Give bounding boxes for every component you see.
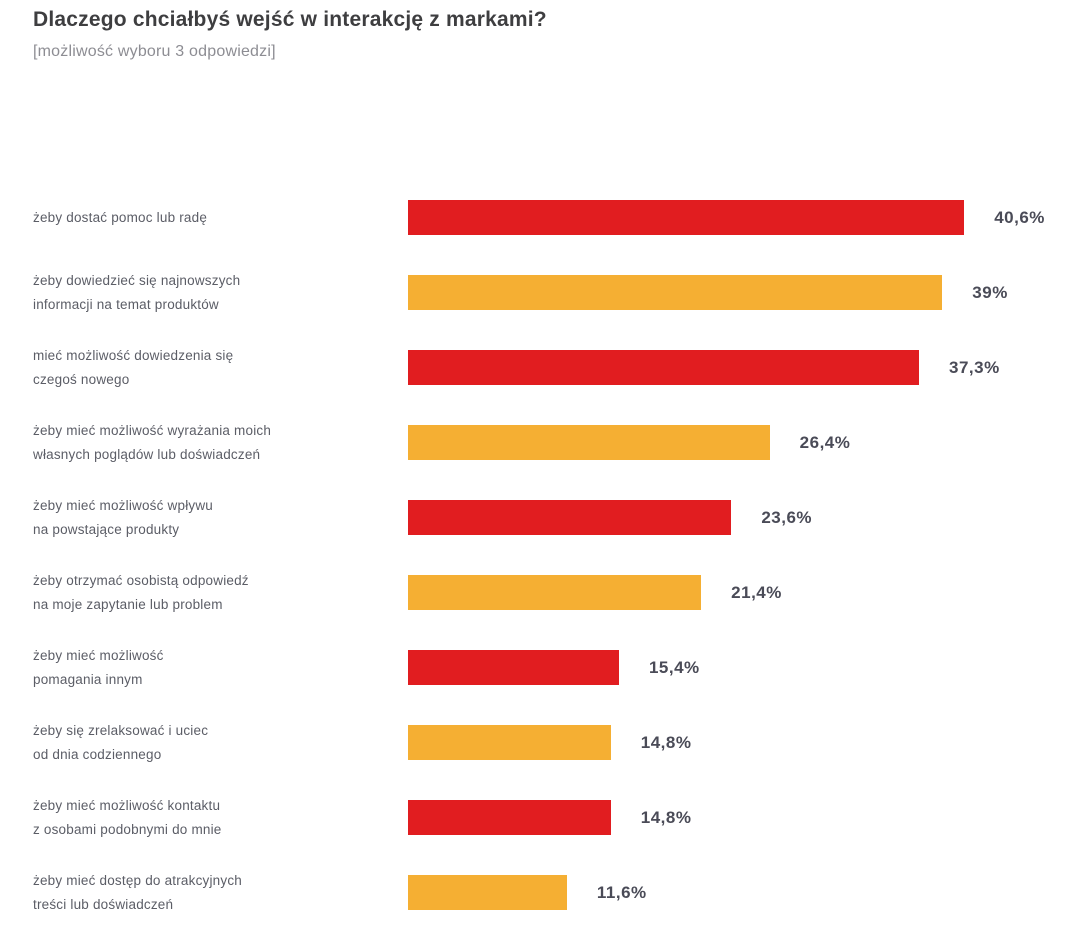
bar [408,650,619,685]
category-label-line: żeby mieć możliwość wpływu [33,497,213,513]
category-label-line: na moje zapytanie lub problem [33,596,223,612]
category-label-line: własnych poglądów lub doświadczeń [33,446,261,462]
bar-area: 26,4% [408,425,850,460]
value-label: 11,6% [596,882,647,902]
bar-row: żeby mieć możliwość kontaktu z osobami po… [0,780,1071,855]
bar [408,800,611,835]
category-label: żeby dostać pomoc lub radę [0,206,408,230]
bar-area: 40,6% [408,200,1045,235]
bar-area: 39% [408,275,1008,310]
bar-area: 14,8% [408,800,691,835]
chart-header: Dlaczego chciałbyś wejść w interakcję z … [33,8,547,61]
value-label: 23,6% [761,507,813,527]
value-label: 14,8% [640,732,692,752]
bar-area: 21,4% [408,575,782,610]
category-label-line: żeby dowiedzieć się najnowszych [33,272,241,288]
chart-subtitle: [możliwość wyboru 3 odpowiedzi] [33,43,276,60]
bar-area: 37,3% [408,350,1000,385]
category-label-line: żeby się zrelaksować i uciec [33,722,209,738]
category-label-line: żeby otrzymać osobistą odpowiedź [33,572,249,588]
category-label-line: żeby mieć możliwość kontaktu [33,797,221,813]
value-label: 37,3% [949,357,1000,377]
category-label-line: treści lub doświadczeń [33,896,174,912]
category-label-line: informacji na temat produktów [33,296,219,312]
category-label-line: żeby mieć możliwość [33,647,164,663]
category-label-line: żeby dostać pomoc lub radę [33,209,208,225]
bar [408,350,919,385]
bar [408,575,702,610]
bar-chart: żeby dostać pomoc lub radę 40,6% żeby do… [0,180,1071,930]
category-label-line: od dnia codziennego [33,746,162,762]
category-label-line: mieć możliwość dowiedzenia się [33,347,234,363]
category-label-line: czegoś nowego [33,371,130,387]
bar [408,500,732,535]
bar-row: żeby mieć dostęp do atrakcyjnych treści l… [0,855,1071,930]
category-label: żeby się zrelaksować i uciec od dnia codz… [0,719,408,767]
bar-row: żeby otrzymać osobistą odpowiedź na moje … [0,555,1071,630]
bar-area: 15,4% [408,650,700,685]
bar-row: żeby dowiedzieć się najnowszych informacj… [0,255,1071,330]
category-label-line: pomagania innym [33,671,143,687]
category-label: żeby otrzymać osobistą odpowiedź na moje … [0,569,408,617]
category-label-line: z osobami podobnymi do mnie [33,821,222,837]
category-label: żeby mieć dostęp do atrakcyjnych treści l… [0,869,408,917]
category-label: żeby mieć możliwość pomagania innym [0,644,408,692]
bar-area: 11,6% [408,875,647,910]
bar-row: żeby mieć możliwość wpływu na powstające … [0,480,1071,555]
bar [408,425,770,460]
bar-row: mieć możliwość dowiedzenia się czegoś now… [0,330,1071,405]
bar-area: 23,6% [408,500,812,535]
category-label-line: na powstające produkty [33,521,180,537]
category-label: żeby dowiedzieć się najnowszych informacj… [0,269,408,317]
bar [408,875,567,910]
category-label-line: żeby mieć możliwość wyrażania moich [33,422,272,438]
category-label-line: żeby mieć dostęp do atrakcyjnych [33,872,242,888]
bar-area: 14,8% [408,725,691,760]
value-label: 26,4% [799,432,851,452]
category-label: żeby mieć możliwość wpływu na powstające … [0,494,408,542]
bar-row: żeby mieć możliwość wyrażania moich własn… [0,405,1071,480]
bar [408,275,943,310]
category-label: żeby mieć możliwość kontaktu z osobami po… [0,794,408,842]
bar-row: żeby dostać pomoc lub radę 40,6% [0,180,1071,255]
category-label: żeby mieć możliwość wyrażania moich własn… [0,419,408,467]
chart-title: Dlaczego chciałbyś wejść w interakcję z … [33,8,547,31]
category-label: mieć możliwość dowiedzenia się czegoś now… [0,344,408,392]
value-label: 15,4% [648,657,700,677]
bar [408,725,611,760]
value-label: 21,4% [731,582,782,602]
value-label: 14,8% [640,807,692,827]
value-label: 39% [972,282,1008,302]
bar [408,200,965,235]
value-label: 40,6% [994,207,1045,227]
bar-row: żeby mieć możliwość pomagania innym 15,4% [0,630,1071,705]
bar-row: żeby się zrelaksować i uciec od dnia codz… [0,705,1071,780]
